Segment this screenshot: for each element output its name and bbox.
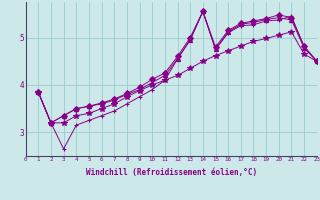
X-axis label: Windchill (Refroidissement éolien,°C): Windchill (Refroidissement éolien,°C) <box>86 168 257 177</box>
